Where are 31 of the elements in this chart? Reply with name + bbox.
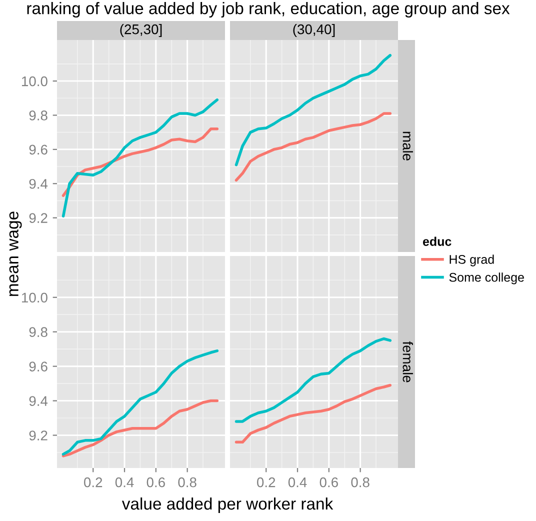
y-tick-label: 9.4 [29,178,48,189]
x-tick-label: 0.8 [351,477,370,488]
y-tick-label: 9.4 [29,396,48,406]
y-tick-label: 9.2 [29,213,48,223]
y-tick-label: 9.8 [29,110,48,120]
y-tick-label: 9.2 [29,430,48,440]
y-tick-label: 9.6 [29,144,48,155]
y2-axis-title: male [402,132,413,160]
x-tick-label: 0.6 [320,477,338,488]
y-tick-label: 10.0 [22,76,48,86]
x-tick-label: 0.2 [257,477,276,488]
y-tick-label: 10.0 [22,292,48,303]
chart-title: (30,40] [293,24,335,37]
y2-axis-title: female [402,341,413,382]
y-tick-label: 9.6 [29,362,48,372]
x-tick-label: 0.2 [84,477,102,488]
line-series [62,399,219,458]
x-tick-label: 0.6 [146,477,165,488]
y-axis-title: mean wage [9,212,22,296]
line-series [62,98,219,218]
x-tick-label: 0.4 [115,477,134,488]
legend-label: Some college [449,272,524,284]
legend-title: educ [422,236,452,246]
x-tick-label: 0.4 [288,477,307,488]
text: ranking of value added by job rank, education, age group and sex [27,2,510,18]
x-tick-label: 0.8 [178,477,196,488]
chart-title: (25,30] [120,24,162,37]
line-series [62,349,219,456]
y-tick-label: 9.8 [29,327,48,338]
legend-label: HS grad [450,254,494,266]
x-axis-title: value added per worker rank [122,497,334,513]
